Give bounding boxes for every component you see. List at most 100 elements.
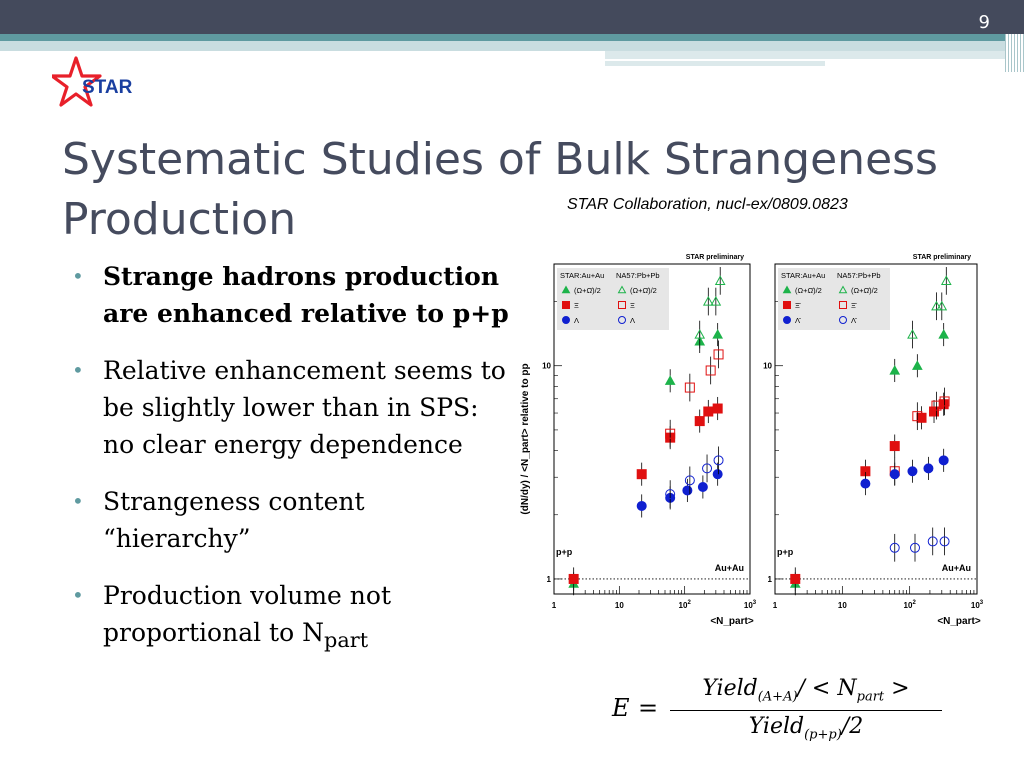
bullet-icon: • (72, 264, 84, 288)
x-tick-label: 10 (615, 601, 624, 610)
y-tick-label: 1 (768, 575, 773, 584)
x-tick-label: 1 (552, 601, 557, 610)
citation: STAR Collaboration, nucl-ex/0809.0823 (567, 196, 848, 213)
panel-label: STAR preliminary (686, 254, 744, 261)
data-point (939, 536, 950, 547)
y-axis-label: (dN/dy) / <N_part> relative to pp (520, 363, 531, 514)
star-logo-icon (52, 56, 102, 107)
accent-band (0, 34, 1024, 41)
data-point (938, 329, 950, 339)
data-point (927, 536, 938, 547)
enhancement-formula: E = Yield(A+A)/ < Npart > Yield(p+p)/2 (612, 670, 942, 750)
y-tick-label: 10 (763, 362, 772, 371)
data-point (710, 296, 722, 306)
y-tick-label: 10 (542, 362, 551, 371)
data-point (568, 573, 579, 584)
data-point (694, 329, 706, 339)
legend-entry: Λ̄ (851, 316, 857, 325)
bullet-text: Strangeness content “hierarchy” (103, 487, 365, 553)
panel-label: STAR preliminary (913, 254, 971, 261)
data-point (907, 329, 918, 339)
annotation-pp: p+p (556, 547, 573, 557)
accent-band-light (0, 41, 1024, 51)
legend-marker (839, 301, 847, 309)
data-point (703, 406, 714, 417)
data-point (636, 469, 647, 480)
legend-header: NA57:Pb+Pb (837, 271, 881, 280)
legend-entry: Ξ̄ (851, 301, 857, 310)
bullet-subscript: part (323, 628, 369, 652)
decorative-stripes (1005, 34, 1024, 72)
formula-half: /2 (841, 714, 864, 739)
legend-marker (782, 285, 792, 294)
legend-entry: (Ω+Ω̄)/2 (630, 286, 657, 295)
bullet-item: • Strange hadrons production are enhanced… (72, 258, 512, 332)
x-tick-label: 102 (679, 600, 692, 610)
data-point (702, 296, 714, 306)
legend-entry: Ξ (574, 301, 579, 310)
formula-npart: / < N (797, 676, 857, 701)
bullet-icon: • (72, 358, 84, 382)
data-point (912, 411, 923, 422)
data-point (936, 300, 948, 311)
legend-marker (618, 316, 626, 324)
data-point (929, 406, 940, 417)
formula-equals: = (638, 694, 659, 722)
top-bar (0, 0, 1024, 34)
data-point (860, 478, 871, 489)
data-point (712, 469, 723, 480)
bullet-item: • Strangeness content “hierarchy” (72, 483, 512, 557)
legend-entry: Λ (574, 316, 579, 325)
data-point (909, 542, 920, 553)
formula-denominator: Yield(p+p)/2 (670, 714, 942, 742)
data-point (664, 375, 676, 385)
annotation-auau: Au+Au (715, 563, 744, 573)
y-tick-label: 1 (547, 575, 552, 584)
formula-sub-pp: (p+p) (804, 727, 842, 743)
formula-yield: Yield (702, 676, 758, 701)
data-point (665, 428, 676, 439)
legend-entry: Ξ̄ (795, 301, 801, 310)
data-point (939, 396, 950, 407)
legend-entry: Ξ (630, 301, 635, 310)
bullet-item: • Relative enhancement seems to be slight… (72, 352, 512, 463)
data-point (938, 399, 949, 410)
bullet-text: Strange hadrons production are enhanced … (103, 262, 509, 328)
legend-marker (562, 301, 570, 309)
data-point (712, 329, 724, 339)
legend-entry: (Ω+Ω̄)/2 (574, 286, 601, 295)
annotation-pp: p+p (777, 547, 794, 557)
x-tick-label: 103 (744, 600, 757, 610)
data-point (702, 463, 713, 474)
legend-box (778, 268, 890, 330)
data-point (705, 365, 716, 376)
data-point (713, 455, 724, 466)
legend-marker (561, 285, 571, 294)
bullet-list: • Strange hadrons production are enhanced… (72, 258, 512, 679)
legend-entry: (Ω+Ω̄)/2 (795, 286, 822, 295)
x-axis-label: <N_part> (937, 616, 981, 627)
legend-marker (839, 316, 847, 324)
data-point (923, 463, 934, 474)
legend-header: STAR:Au+Au (781, 271, 825, 280)
x-tick-label: 103 (971, 600, 984, 610)
bullet-text: Production volume not proportional to N (103, 581, 391, 647)
legend-marker (618, 301, 626, 309)
formula-yield-pp: Yield (748, 714, 805, 739)
data-point (665, 489, 676, 500)
data-point (790, 573, 801, 584)
legend-header: NA57:Pb+Pb (616, 271, 660, 280)
data-point (682, 485, 693, 496)
data-point (889, 441, 900, 452)
data-point (889, 542, 900, 553)
data-point (889, 364, 901, 375)
bullet-icon: • (72, 583, 84, 607)
annotation-auau: Au+Au (942, 563, 971, 573)
x-tick-label: 10 (838, 601, 847, 610)
data-point (636, 500, 647, 511)
data-point (684, 475, 695, 486)
strangeness-enhancement-chart: STAR preliminary 1 10 102 103 1 10 <N_part> (dN/… (520, 254, 984, 627)
data-point (938, 455, 949, 466)
data-point (911, 360, 923, 370)
bullet-text: Relative enhancement seems to be slightl… (103, 356, 506, 459)
